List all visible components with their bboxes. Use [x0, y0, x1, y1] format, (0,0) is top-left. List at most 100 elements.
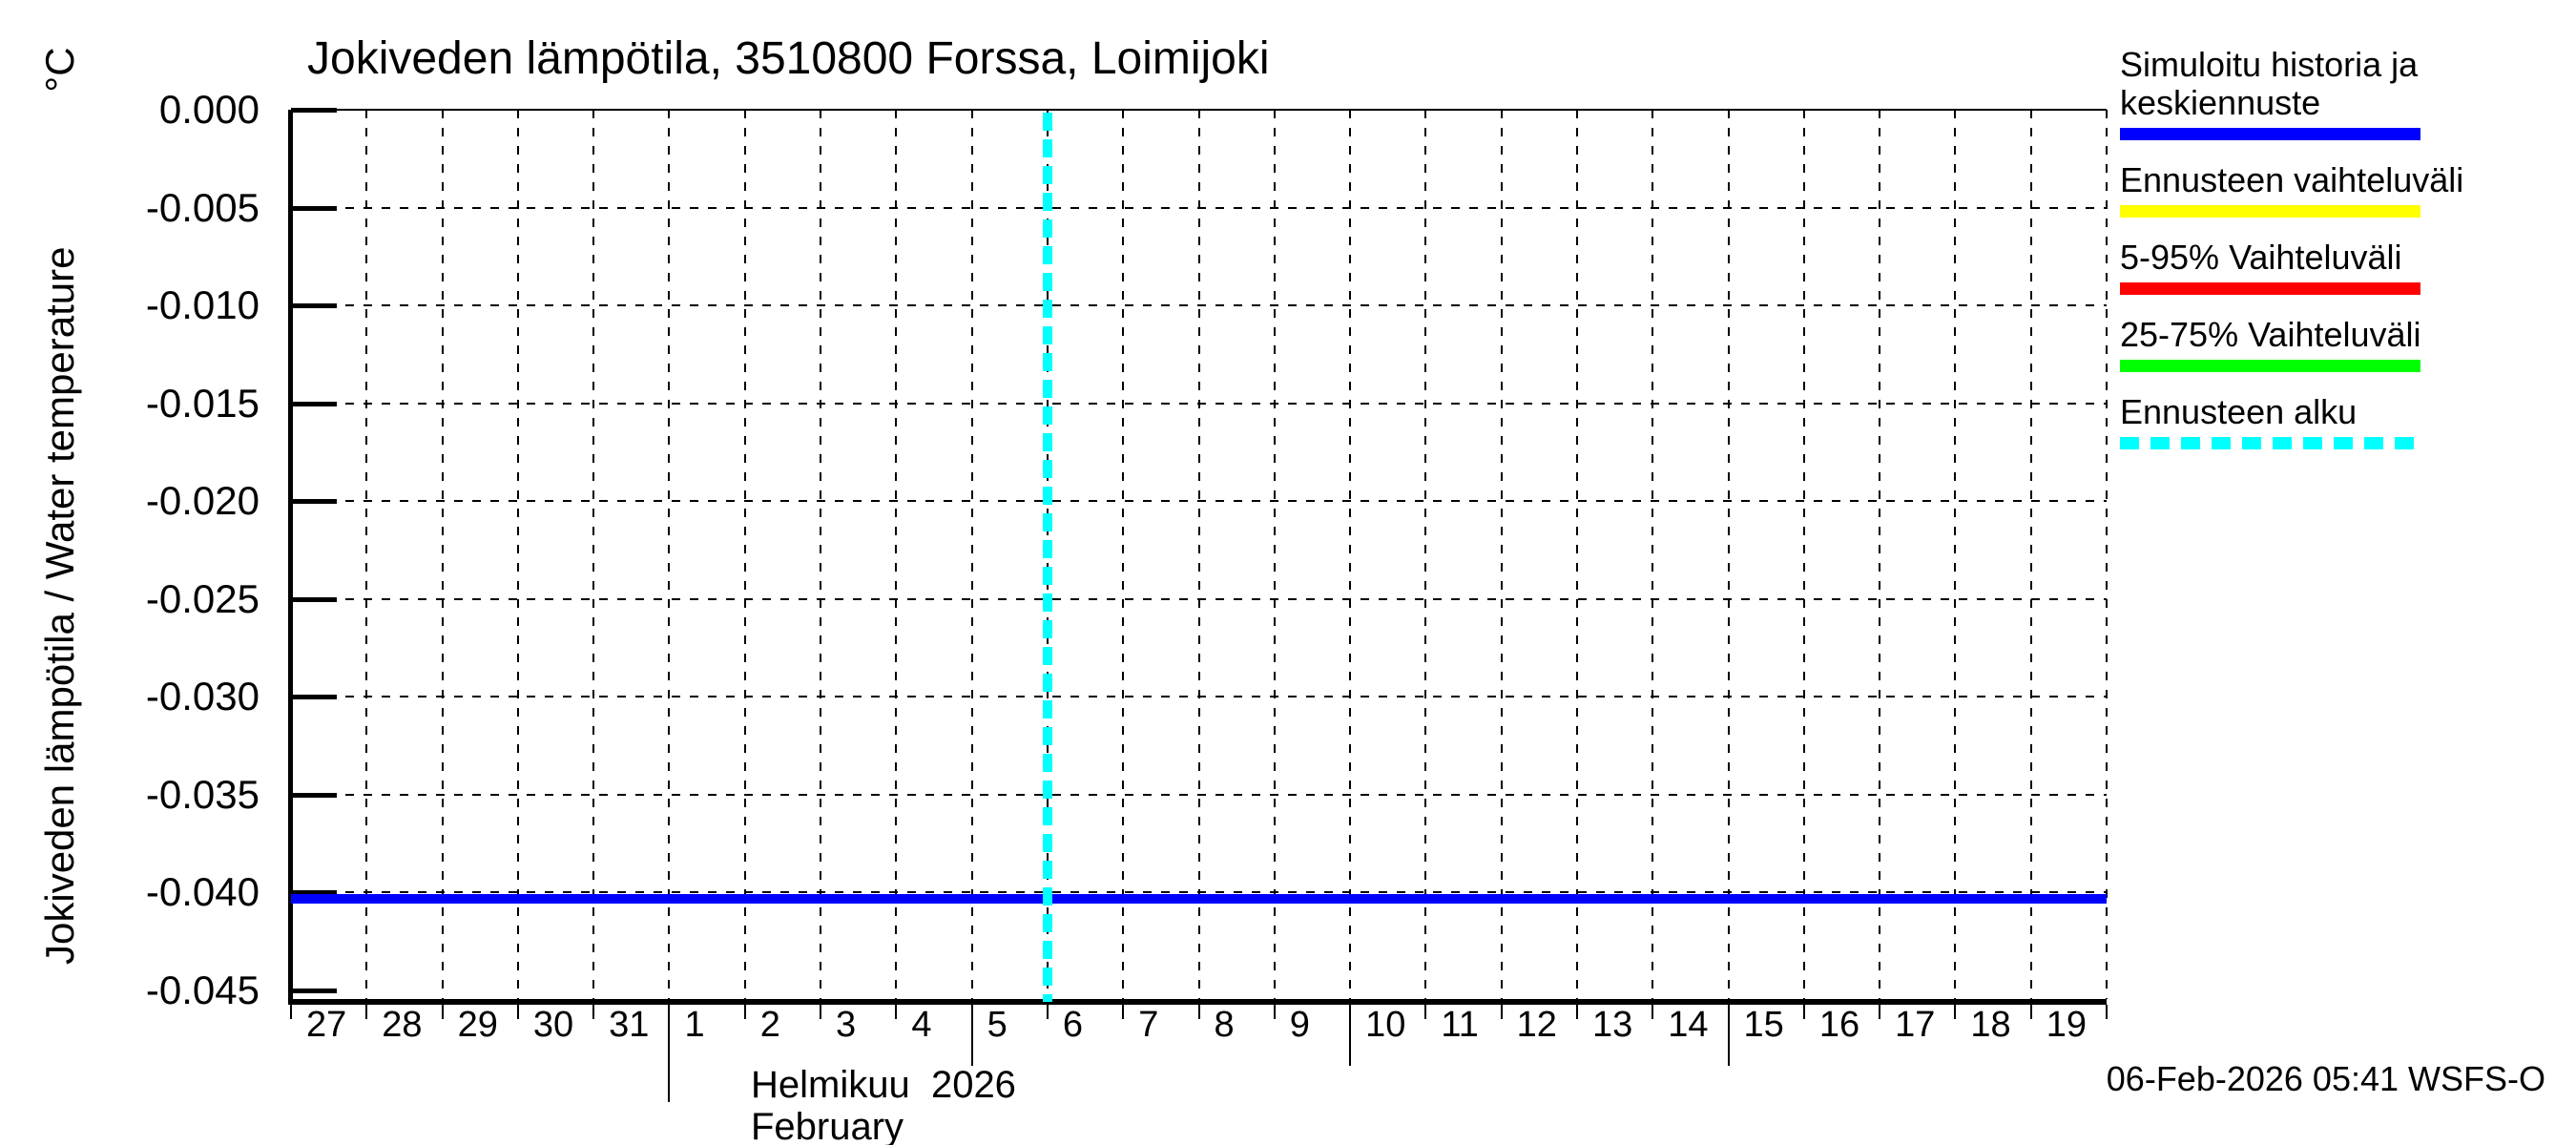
x-axis-month-label-en: February	[751, 1106, 904, 1145]
chart-title: Jokiveden lämpötila, 3510800 Forssa, Loi…	[307, 33, 1270, 84]
x-tick	[2029, 1005, 2032, 1019]
x-tick	[743, 1005, 746, 1019]
day-gridline	[1273, 110, 1276, 999]
x-tick-label: 19	[2046, 1005, 2087, 1045]
x-tick-label: 11	[1441, 1005, 1479, 1045]
day-gridline	[365, 110, 368, 999]
x-tick-label: 6	[1062, 1005, 1084, 1045]
y-tick-label: -0.005	[145, 184, 260, 230]
legend-item-label: 25-75% Vaihteluväli	[2120, 315, 2421, 354]
y-tick-label: -0.040	[145, 869, 260, 915]
y-tick	[291, 792, 337, 798]
day-gridline	[2106, 110, 2108, 999]
x-tick-label: 12	[1516, 1005, 1557, 1045]
value-gridline	[291, 304, 2107, 307]
day-gridline	[1575, 110, 1578, 999]
y-tick-label: -0.030	[145, 674, 260, 719]
y-tick-label: -0.035	[145, 771, 260, 817]
x-tick	[1122, 1005, 1125, 1019]
y-tick-label: -0.015	[145, 380, 260, 426]
day-gridline	[1879, 110, 1881, 999]
y-tick	[291, 303, 337, 309]
legend-item-label: Simuloitu historia ja keskiennuste	[2120, 45, 2419, 122]
y-tick	[291, 890, 337, 896]
x-tick	[290, 1005, 292, 1019]
value-gridline	[291, 206, 2107, 209]
x-tick	[1349, 1005, 1352, 1066]
x-tick-label: 28	[382, 1005, 423, 1045]
legend: Simuloitu historia ja keskiennuste Ennust…	[2120, 46, 2568, 470]
plot-top-border	[291, 109, 2107, 111]
x-tick-label: 1	[684, 1005, 705, 1045]
x-tick-label: 14	[1668, 1005, 1709, 1045]
x-tick-label: 30	[532, 1005, 574, 1045]
x-tick	[2106, 1005, 2108, 1019]
forecast-start-line	[1042, 113, 1052, 1002]
y-tick-label: 0.000	[158, 87, 260, 132]
footer-timestamp: 06-Feb-2026 05:41 WSFS-O	[2106, 1059, 2545, 1098]
y-tick-label: -0.010	[145, 282, 260, 328]
x-tick	[895, 1005, 898, 1019]
day-gridline	[592, 110, 595, 999]
x-tick-label: 17	[1895, 1005, 1936, 1045]
day-gridline	[1802, 110, 1805, 999]
x-tick	[1954, 1005, 1957, 1019]
x-tick	[1197, 1005, 1200, 1019]
x-tick	[1652, 1005, 1654, 1019]
x-tick-label: 10	[1365, 1005, 1406, 1045]
day-gridline	[970, 110, 973, 999]
x-tick-label: 2	[759, 1005, 780, 1045]
day-gridline	[668, 110, 671, 999]
legend-color-line	[2120, 128, 2420, 140]
x-tick	[1424, 1005, 1427, 1019]
x-tick	[1046, 1005, 1049, 1019]
x-tick-label: 7	[1138, 1005, 1159, 1045]
x-tick-label: 29	[457, 1005, 498, 1045]
x-tick	[1273, 1005, 1276, 1019]
day-gridline	[441, 110, 444, 999]
y-tick	[291, 499, 337, 505]
day-gridline	[1424, 110, 1427, 999]
x-tick-label: 27	[306, 1005, 347, 1045]
legend-item-label: Ennusteen vaihteluväli	[2120, 160, 2464, 199]
day-gridline	[1727, 110, 1730, 999]
value-gridline	[291, 500, 2107, 503]
x-tick-label: 3	[836, 1005, 857, 1045]
value-gridline	[291, 891, 2107, 894]
x-tick-label: 15	[1743, 1005, 1784, 1045]
y-tick	[291, 989, 337, 994]
y-tick	[291, 596, 337, 602]
day-gridline	[1197, 110, 1200, 999]
day-gridline	[820, 110, 822, 999]
x-tick-label: 4	[911, 1005, 932, 1045]
y-tick	[291, 205, 337, 211]
day-gridline	[1954, 110, 1957, 999]
x-tick	[1802, 1005, 1805, 1019]
x-tick	[970, 1005, 973, 1066]
x-tick-label: 31	[609, 1005, 650, 1045]
x-tick	[1879, 1005, 1881, 1019]
legend-item-label: Ennusteen alku	[2120, 392, 2358, 431]
x-tick-label: 16	[1818, 1005, 1860, 1045]
value-gridline	[291, 793, 2107, 796]
day-gridline	[1500, 110, 1503, 999]
x-tick-label: 5	[987, 1005, 1008, 1045]
day-gridline	[743, 110, 746, 999]
value-gridline	[291, 597, 2107, 600]
x-tick-label: 8	[1214, 1005, 1235, 1045]
y-tick	[291, 401, 337, 406]
y-tick-label: -0.025	[145, 575, 260, 621]
x-tick	[365, 1005, 368, 1019]
day-gridline	[1349, 110, 1352, 999]
median-line	[291, 893, 2107, 904]
day-gridline	[1652, 110, 1654, 999]
y-axis-line	[288, 110, 293, 1005]
x-tick-label: 9	[1289, 1005, 1310, 1045]
x-tick	[516, 1005, 519, 1019]
legend-color-line	[2120, 282, 2420, 295]
y-tick-label: -0.020	[145, 478, 260, 524]
day-gridline	[895, 110, 898, 999]
day-gridline	[516, 110, 519, 999]
